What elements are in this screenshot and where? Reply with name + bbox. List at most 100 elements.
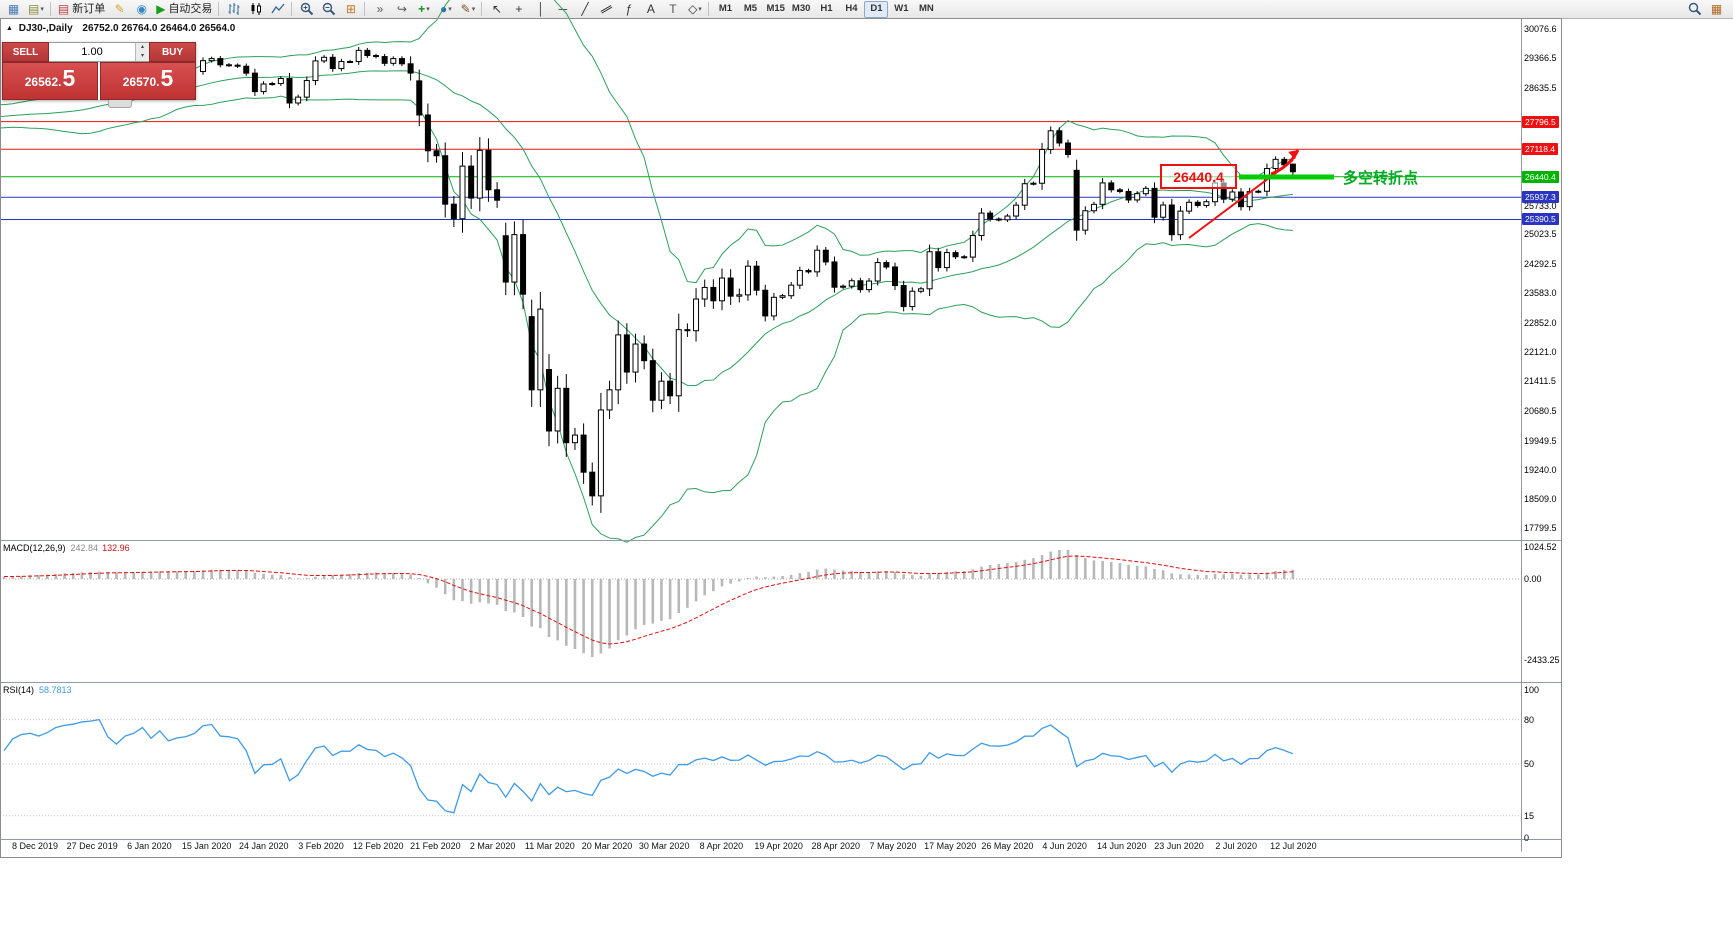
macd-axis-label: 0.00	[1524, 574, 1542, 584]
price-note-box[interactable]: 26440.4	[1160, 164, 1237, 189]
candle	[1030, 181, 1037, 186]
channel-icon[interactable]: ∥	[596, 1, 617, 18]
date-axis-label: 28 Apr 2020	[811, 841, 861, 851]
up-arrow-head[interactable]	[1288, 150, 1298, 160]
date-axis-label: 15 Jan 2020	[181, 841, 232, 851]
horizontal-line-icon[interactable]: ─	[552, 1, 573, 18]
rsi-axis-label: 15	[1524, 810, 1535, 821]
candle	[606, 380, 613, 420]
price-axis-label: 22121.0	[1524, 347, 1557, 358]
timeframe-m1[interactable]: M1	[713, 1, 737, 18]
candle	[1065, 139, 1071, 158]
timeframe-m30[interactable]: M30	[789, 1, 813, 18]
timeframe-w1[interactable]: W1	[889, 1, 913, 18]
metaeditor-icon[interactable]: ✎	[109, 1, 130, 18]
timeframe-h4[interactable]: H4	[839, 1, 863, 18]
candle	[987, 210, 994, 222]
date-axis-label: 30 Mar 2020	[638, 841, 690, 851]
new-chart-icon[interactable]: ▦	[3, 1, 24, 18]
date-axis-label: 8 Dec 2019	[11, 841, 59, 851]
price-level-lines[interactable]	[0, 121, 1521, 220]
candle-body	[900, 285, 907, 308]
candle-body	[251, 72, 258, 93]
crosshair-icon[interactable]: +	[508, 1, 529, 18]
bollinger-band-line	[0, 70, 1293, 387]
turning-point-label[interactable]: 多空转折点	[1343, 170, 1419, 187]
zoom-out-icon[interactable]	[318, 1, 339, 18]
label-icon[interactable]: T	[662, 1, 683, 18]
candle-body	[641, 343, 648, 362]
chart-window-icon[interactable]: ▦	[1706, 1, 1727, 18]
text-icon[interactable]: A	[640, 1, 661, 18]
profiles-icon[interactable]: ▤ ▾	[25, 1, 47, 18]
sell-button[interactable]: SELL	[2, 42, 49, 62]
rsi-axis-label: 50	[1524, 759, 1535, 769]
buy-price-small: 26570.	[122, 75, 160, 89]
one-click-toggle-icon[interactable]: ▲	[6, 25, 13, 32]
candlestick-icon[interactable]	[245, 1, 266, 18]
candle	[779, 293, 786, 300]
rsi-indicator-label: RSI(14) 58.7813	[3, 685, 72, 695]
vertical-line-icon[interactable]: │	[530, 1, 551, 18]
timeframe-d1[interactable]: D1	[864, 0, 889, 18]
candle-body	[649, 360, 656, 401]
timeframe-m15[interactable]: M15	[763, 1, 787, 18]
zoom-in-icon[interactable]	[296, 1, 317, 18]
bar-chart-icon[interactable]	[223, 1, 244, 18]
candle-body	[1090, 203, 1097, 212]
volume-up-button[interactable]: ▴	[140, 44, 144, 50]
fibonacci-icon[interactable]: ƒ	[618, 1, 639, 18]
autotrade-button[interactable]: ▶ 自动交易	[153, 1, 215, 18]
candle	[693, 288, 700, 342]
search-icon[interactable]	[1684, 1, 1705, 18]
candle	[1186, 199, 1193, 215]
timeframe-h1[interactable]: H1	[814, 1, 838, 18]
candle	[866, 278, 873, 293]
auto-scroll-icon[interactable]: »	[369, 1, 390, 18]
price-axis-label: 23583.0	[1524, 287, 1557, 298]
timeframe-m5[interactable]: M5	[738, 1, 762, 18]
candle	[658, 372, 665, 410]
community-icon[interactable]: ◉	[131, 1, 152, 18]
panel-collapse-tab[interactable]	[108, 100, 132, 108]
new-order-button[interactable]: ▤ 新订单	[55, 1, 108, 18]
line-chart-icon[interactable]	[267, 1, 288, 18]
candle	[909, 287, 916, 311]
candle-body	[364, 49, 371, 57]
candle	[407, 56, 414, 81]
cursor-icon[interactable]: ↖	[486, 1, 507, 18]
candle	[329, 53, 336, 72]
rsi-axis-label: 0	[1524, 833, 1530, 843]
volume-down-button[interactable]: ▾	[140, 53, 144, 59]
date-axis-label: 11 Mar 2020	[524, 841, 575, 851]
buy-price[interactable]: 26570. 5	[100, 62, 196, 100]
candle-body	[269, 83, 276, 86]
candle	[416, 69, 423, 127]
candle-body	[693, 298, 700, 332]
candle-body	[667, 380, 674, 397]
shapes-icon[interactable]: ◇ ▾	[684, 1, 705, 18]
candle-body	[1255, 190, 1262, 193]
chart-shift-icon[interactable]: ↪	[391, 1, 412, 18]
up-arrow[interactable]	[1270, 149, 1300, 176]
sell-price[interactable]: 26562. 5	[2, 62, 98, 100]
trendline-icon[interactable]: ╱	[574, 1, 595, 18]
candle	[701, 279, 708, 307]
candle-body	[1289, 163, 1296, 173]
buy-button[interactable]: BUY	[149, 42, 196, 62]
periods-icon[interactable]: ● ▾	[435, 1, 456, 18]
rsi-line	[3, 718, 1294, 814]
candle-body	[1134, 193, 1141, 201]
indicators-add-icon[interactable]: + ▾	[413, 1, 434, 18]
tile-windows-icon[interactable]: ⊞	[340, 1, 361, 18]
candle-body	[476, 149, 483, 199]
volume-input[interactable]	[49, 43, 135, 61]
candle	[398, 56, 405, 67]
timeframe-mn[interactable]: MN	[914, 1, 938, 18]
toolbar-separator	[481, 2, 483, 16]
candle-body	[1116, 189, 1123, 192]
templates-icon[interactable]: ✎ ▾	[457, 1, 478, 18]
date-axis-label: 17 May 2020	[924, 841, 977, 851]
candle-body	[788, 284, 795, 297]
candle-body	[1177, 210, 1184, 236]
